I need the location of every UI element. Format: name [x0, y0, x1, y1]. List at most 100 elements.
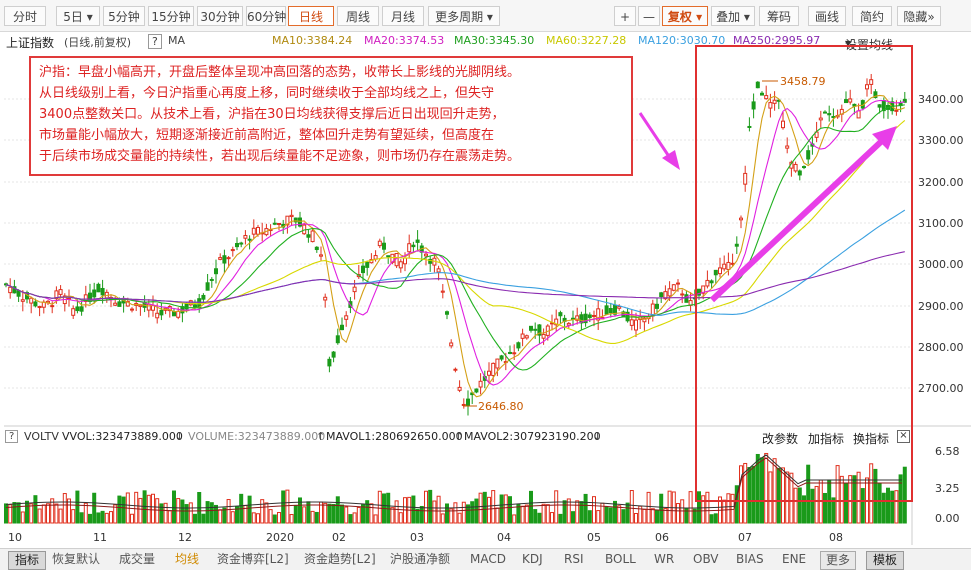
period-more[interactable]: 更多周期 ▾ [428, 6, 500, 26]
add-indicator-button[interactable]: 加指标 [808, 432, 845, 446]
volume-bar [142, 490, 147, 524]
tab-macd[interactable]: MACD [470, 552, 506, 566]
caret-down-icon: ▾ [486, 10, 493, 24]
candle-body [407, 243, 412, 253]
yincang-button[interactable]: 隐藏» [897, 6, 941, 26]
candle-body [293, 217, 298, 223]
help-icon[interactable]: ? [5, 430, 19, 443]
change-params-button[interactable]: 改参数 [762, 432, 799, 446]
tab-more[interactable]: 更多 [820, 551, 857, 570]
jianyue-button[interactable]: 简约 [852, 6, 892, 26]
volume-bar [214, 504, 218, 524]
volume-bar [377, 490, 382, 524]
switch-indicator-button[interactable]: 换指标 [853, 432, 890, 446]
period-weekly[interactable]: 周线 [337, 6, 379, 26]
ma-line [5, 251, 905, 303]
help-icon[interactable]: ? [148, 34, 162, 49]
volume-bar [310, 510, 315, 524]
chouma-button[interactable]: 筹码 [759, 6, 799, 26]
candle-body [16, 290, 21, 297]
period-5day[interactable]: 5日 ▾ [56, 6, 100, 26]
volume-bar [890, 490, 895, 524]
tab-boll[interactable]: BOLL [605, 552, 636, 566]
volume-bar [902, 466, 907, 524]
diejia-dropdown[interactable]: 叠加 ▾ [711, 6, 755, 26]
candle-body [680, 293, 685, 296]
annotation-line: 于后续市场成交量能的持续性，若出现后续量能不足迹象，则市场仍存在震荡走势。 [39, 149, 521, 164]
tab-ma[interactable]: 均线 [175, 552, 200, 566]
candle-body [142, 301, 147, 308]
volume-bar [155, 498, 160, 524]
price-axis: 3400.00 3300.00 3200.00 3100.00 3000.00 … [918, 93, 964, 395]
tab-template[interactable]: 模板 [866, 551, 905, 570]
pointer-arrow [638, 112, 680, 170]
period-15min[interactable]: 15分钟 [148, 6, 194, 26]
tab-kdj[interactable]: KDJ [522, 552, 543, 566]
tab-fund-trend[interactable]: 资金趋势[L2] [304, 552, 376, 566]
candle-body [646, 316, 651, 320]
volume-bar [776, 467, 781, 524]
volume-bar [797, 487, 802, 524]
zoom-out-button[interactable]: — [638, 6, 660, 26]
volume-bar [621, 509, 626, 524]
volume-bar [545, 504, 550, 524]
volume-bar [256, 513, 260, 524]
tab-rsi[interactable]: RSI [564, 552, 584, 566]
fuquan-dropdown[interactable]: 复权 ▾ [662, 6, 708, 26]
volume-bar [88, 513, 92, 524]
tab-indicators[interactable]: 指标 [8, 551, 47, 570]
tab-wr[interactable]: WR [654, 552, 675, 566]
tab-obv[interactable]: OBV [693, 552, 719, 566]
candle-body [264, 228, 269, 236]
volume-bar [844, 483, 848, 524]
candle-body [180, 306, 185, 314]
period-fenshi[interactable]: 分时 [4, 6, 46, 26]
tab-bias[interactable]: BIAS [736, 552, 764, 566]
volume-bar [298, 497, 302, 524]
close-icon[interactable]: × [897, 430, 910, 443]
period-30min[interactable]: 30分钟 [197, 6, 243, 26]
period-60min[interactable]: 60分钟 [246, 6, 286, 26]
candle-body [785, 145, 790, 149]
price-tick: 3100.00 [918, 217, 964, 230]
period-daily[interactable]: 日线 [288, 6, 334, 26]
candle-body [478, 380, 483, 388]
volume-bar [67, 498, 71, 524]
period-monthly[interactable]: 月线 [382, 6, 424, 26]
volume-bar [407, 496, 412, 524]
volume-bar [856, 471, 861, 524]
volume-bar [785, 471, 790, 524]
tab-fund-game[interactable]: 资金博弈[L2] [217, 552, 289, 566]
ma10-value: MA10:3384.24 [272, 34, 353, 47]
volume-bar [839, 475, 844, 524]
huaxian-button[interactable]: 画线 [808, 6, 846, 26]
candle-body [827, 113, 832, 116]
volume-bar [268, 509, 273, 524]
candle-body [340, 324, 344, 331]
annotation-line: 从日线级别上看，今日沪指重心再度上移，同时继续收于全部均线之上，但失守 [39, 86, 495, 101]
tab-restore-default[interactable]: 恢复默认 [52, 552, 101, 566]
volume-bar [319, 501, 323, 524]
tab-volume[interactable]: 成交量 [119, 552, 156, 566]
candle-body [146, 303, 151, 311]
volume-bar [478, 492, 483, 524]
candle-body [604, 305, 609, 315]
time-tick: 10 [8, 531, 22, 544]
volume-bar [755, 453, 760, 524]
candle-body [550, 322, 554, 325]
candle-body [755, 81, 760, 89]
zoom-in-button[interactable]: + [614, 6, 636, 26]
candle-body [314, 246, 319, 251]
candle-body [789, 161, 794, 169]
volume-bar [638, 505, 643, 524]
tab-hsgt-net[interactable]: 沪股通净额 [390, 552, 451, 566]
volume-bar [113, 504, 118, 524]
time-tick: 05 [587, 531, 601, 544]
volume-bar [71, 509, 76, 524]
volume-bar [33, 495, 38, 524]
period-5min[interactable]: 5分钟 [103, 6, 145, 26]
volume-bar [529, 490, 533, 524]
tab-ene[interactable]: ENE [782, 552, 807, 566]
candle-body [365, 261, 370, 268]
volume-bar [587, 510, 592, 524]
